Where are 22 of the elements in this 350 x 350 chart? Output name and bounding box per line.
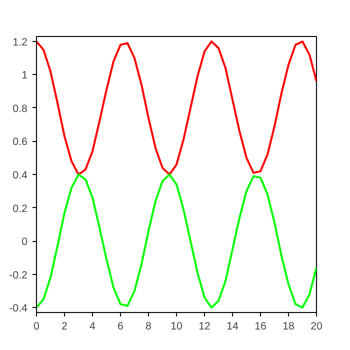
x-tick-label: 8 [146, 320, 152, 332]
x-tick-label: 16 [254, 320, 266, 332]
line-series [36, 174, 316, 309]
y-tick-label: 0.6 [12, 136, 28, 148]
y-tick-label: 0.8 [12, 102, 28, 115]
y-tick-label: 1 [22, 70, 28, 82]
y-tick-label: 0.2 [12, 202, 28, 215]
x-tick-label: 0 [34, 320, 40, 332]
x-tick-label: 14 [226, 320, 238, 332]
x-tick-label: 10 [170, 320, 182, 332]
y-tick-label: -0.4 [9, 302, 28, 315]
y-tick-label: 1.2 [12, 36, 28, 48]
x-tick-label: 12 [198, 320, 210, 332]
x-tick-label: 20 [310, 320, 322, 332]
line-series [36, 40, 316, 176]
x-tick-label: 4 [90, 320, 96, 332]
x-tick-label: 18 [282, 320, 294, 332]
x-tick-label: 2 [62, 320, 68, 332]
y-tick-label: -0.2 [9, 269, 28, 282]
y-tick-label: 0.4 [12, 170, 28, 182]
x-tick-label: 6 [118, 320, 124, 332]
y-tick-label: 0 [22, 236, 28, 248]
